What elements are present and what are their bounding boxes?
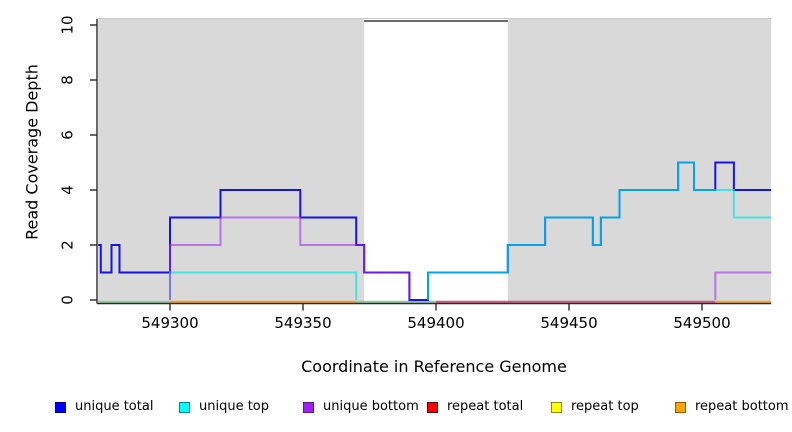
x-tick-label: 549300 [141, 314, 198, 332]
legend-item-repeat-bottom: repeat bottom [675, 399, 789, 415]
legend-label: unique top [199, 399, 270, 414]
legend-swatch-icon [427, 401, 438, 413]
legend-item-unique-top: unique top [179, 399, 269, 415]
y-axis-title: Read Coverage Depth [22, 64, 42, 240]
legend-item-repeat-total: repeat total [427, 399, 523, 415]
series-line-unique-top [427, 161, 772, 300]
y-tick-label: 10 [59, 15, 77, 34]
x-tick-label: 549450 [540, 314, 597, 332]
x-axis-title-text: Coordinate in Reference Genome [301, 357, 567, 376]
legend-swatch-icon [551, 401, 562, 413]
legend-label: repeat bottom [695, 399, 789, 414]
x-tick-label: 549400 [407, 314, 464, 332]
legend-swatch-icon [303, 401, 314, 413]
y-tick-label: 8 [59, 75, 77, 85]
y-tick-label: 4 [59, 185, 77, 195]
shaded-region [98, 18, 365, 303]
legend-swatch-icon [675, 401, 686, 413]
y-tick-label: 6 [59, 130, 77, 140]
shaded-region [507, 18, 772, 303]
legend-item-unique-total: unique total [55, 399, 153, 415]
x-tick-label: 549500 [673, 314, 730, 332]
legend-swatch-icon [55, 401, 66, 413]
series-line-unique-bottom [714, 271, 772, 300]
legend-label: repeat total [447, 399, 524, 414]
y-tick-label: 0 [59, 295, 77, 305]
x-tick-label: 549350 [274, 314, 331, 332]
x-axis-title: Coordinate in Reference Genome [0, 357, 792, 376]
legend-swatch-icon [179, 401, 190, 413]
series-line-unique-bottom [169, 216, 411, 300]
legend-label: unique total [75, 399, 154, 414]
legend: unique total unique top unique bottom repea… [0, 396, 792, 422]
legend-label: unique bottom [323, 399, 419, 414]
legend-label: repeat top [571, 399, 639, 414]
y-tick-label: 2 [59, 240, 77, 250]
legend-item-unique-bottom: unique bottom [303, 399, 419, 415]
legend-item-repeat-top: repeat top [551, 399, 639, 415]
